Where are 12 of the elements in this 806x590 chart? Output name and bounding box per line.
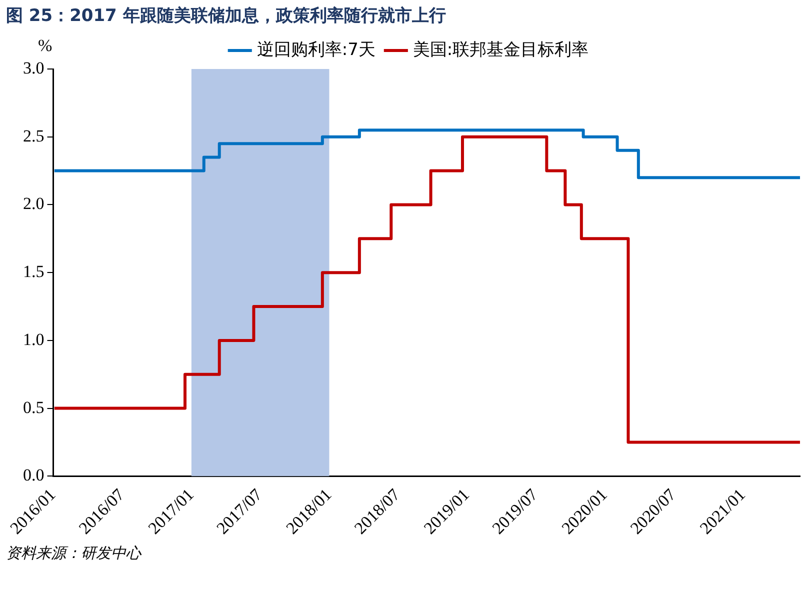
text: 资料来源：研发中心 bbox=[6, 544, 141, 563]
y-axis-title: % bbox=[38, 36, 52, 56]
y-tick-label: 3.0 bbox=[23, 58, 44, 78]
legend-label: 美国:联邦基金目标利率 bbox=[412, 40, 589, 60]
y-tick-label: 0.5 bbox=[23, 398, 44, 417]
y-tick-label: 2.0 bbox=[23, 194, 44, 214]
y-tick-label: 0.0 bbox=[23, 466, 44, 485]
y-tick-label: 2.5 bbox=[23, 126, 44, 146]
chart-title: 图 25：2017 年跟随美联储加息，政策利率随行就市上行 bbox=[6, 5, 446, 27]
y-tick-label: 1.0 bbox=[23, 330, 44, 349]
y-tick-label: 1.5 bbox=[23, 262, 44, 282]
legend-label: 逆回购利率:7天 bbox=[256, 40, 376, 60]
